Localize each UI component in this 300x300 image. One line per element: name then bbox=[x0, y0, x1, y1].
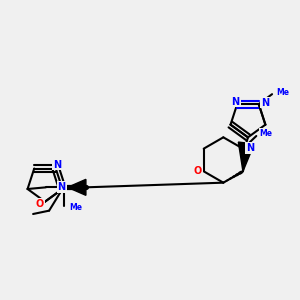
Text: Me: Me bbox=[69, 203, 82, 212]
Text: Me: Me bbox=[276, 88, 289, 97]
Text: Me: Me bbox=[260, 129, 273, 138]
Text: N: N bbox=[261, 98, 269, 107]
Text: N: N bbox=[232, 97, 240, 106]
Text: N: N bbox=[58, 182, 66, 192]
Text: O: O bbox=[194, 166, 202, 176]
Polygon shape bbox=[238, 142, 254, 171]
Text: N: N bbox=[53, 160, 62, 170]
Text: N: N bbox=[246, 143, 254, 153]
Polygon shape bbox=[68, 179, 86, 195]
Text: O: O bbox=[36, 199, 44, 209]
